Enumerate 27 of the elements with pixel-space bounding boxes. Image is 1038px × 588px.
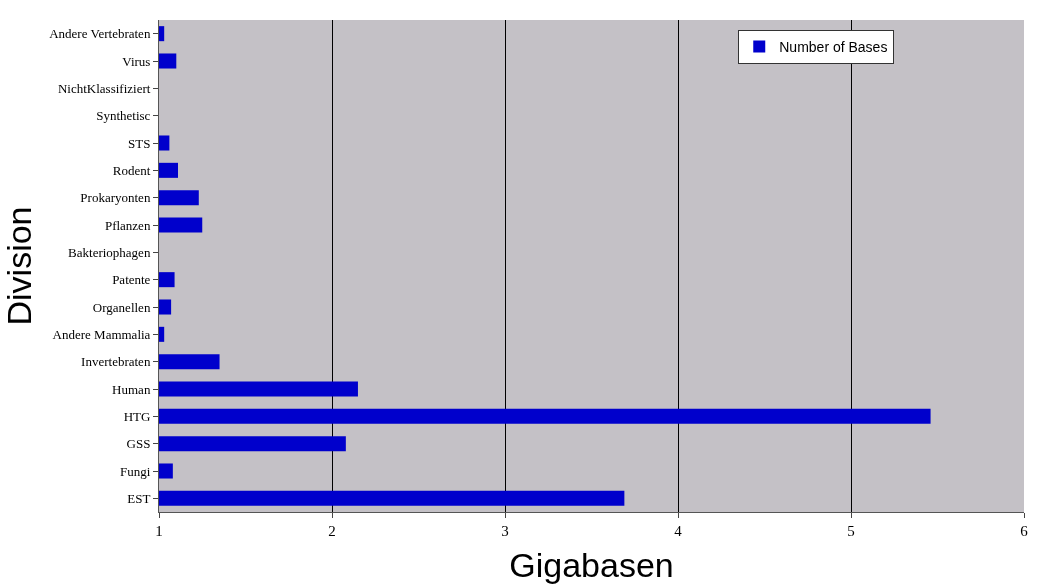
y-tick-label: HTG bbox=[123, 408, 151, 424]
y-tick-label: Rodent bbox=[112, 162, 151, 178]
x-tick-label: 6 bbox=[1020, 523, 1029, 539]
x-tick-label: 1 bbox=[155, 523, 163, 539]
y-tick-label: Andere Vertebraten bbox=[49, 26, 151, 42]
legend-label: Number of Bases bbox=[779, 38, 888, 55]
y-axis-title: Division bbox=[0, 206, 38, 326]
x-tick-label: 3 bbox=[501, 523, 509, 539]
y-tick-label: EST bbox=[127, 490, 151, 506]
y-tick-label: Organellen bbox=[92, 299, 151, 315]
y-tick-label: NichtKlassifiziert bbox=[57, 80, 151, 96]
y-tick-label: Prokaryonten bbox=[80, 190, 151, 206]
y-tick-label: Pflanzen bbox=[104, 217, 151, 233]
y-tick-label: Bakteriophagen bbox=[68, 244, 151, 260]
x-tick-label: 4 bbox=[674, 523, 683, 539]
y-tick-label: Fungi bbox=[120, 463, 151, 479]
y-tick-label: Invertebraten bbox=[81, 354, 151, 370]
x-tick-label: 5 bbox=[847, 523, 855, 539]
y-tick-label: Human bbox=[112, 381, 151, 397]
y-tick-label: STS bbox=[127, 135, 151, 151]
x-tick-label: 2 bbox=[328, 523, 336, 539]
y-tick-label: Patente bbox=[112, 272, 151, 288]
y-tick-label: Synthetisc bbox=[96, 108, 151, 124]
y-tick-label: Andere Mammalia bbox=[52, 326, 151, 342]
y-tick-label: GSS bbox=[126, 436, 151, 452]
x-axis-title: Gigabasen bbox=[509, 546, 674, 585]
y-tick-label: Virus bbox=[122, 53, 151, 69]
